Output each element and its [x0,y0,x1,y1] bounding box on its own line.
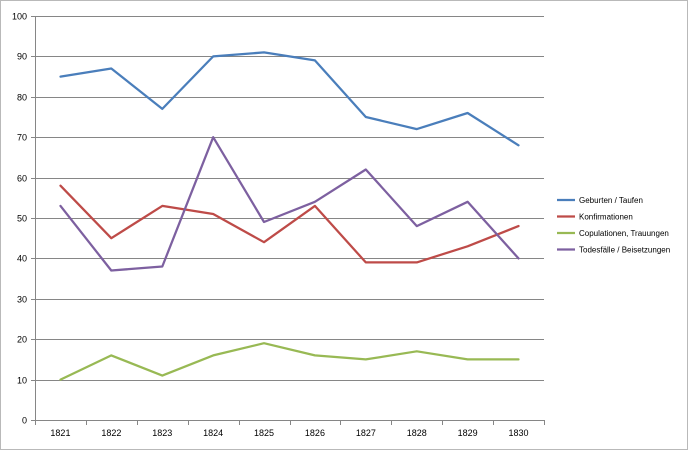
data-point [211,135,216,140]
data-point [262,50,267,55]
x-tick-label: 1822 [101,428,121,438]
data-point [211,54,216,59]
legend-label: Todesfälle / Beisetzungen [579,246,670,255]
data-point [160,106,165,111]
y-tick-label: 80 [17,93,27,103]
gridlines [35,16,544,381]
x-tick-label: 1829 [458,428,478,438]
data-point [160,203,165,208]
legend: Geburten / Taufen Konfirmationen Copulatio… [557,196,670,255]
y-tick-label: 0 [22,416,27,426]
data-point [262,341,267,346]
axes: 0 10 20 30 40 50 60 70 80 90 100 1821 1822 1823 1824 18… [12,12,545,438]
data-point [414,260,419,265]
data-point [58,183,63,188]
data-point [312,58,317,63]
data-point [465,199,470,204]
x-tick-label: 1828 [407,428,427,438]
y-tick-label: 30 [17,295,27,305]
data-point [363,357,368,362]
data-point [58,203,63,208]
data-point [465,357,470,362]
data-point [312,199,317,204]
data-point [262,240,267,245]
data-point [58,74,63,79]
data-point [516,357,521,362]
data-point [211,353,216,358]
data-point [58,377,63,382]
data-point [109,236,114,241]
data-point [516,143,521,148]
x-tick-label: 1827 [356,428,376,438]
y-tick-label: 10 [17,376,27,386]
y-tick-label: 70 [17,133,27,143]
data-point [414,349,419,354]
data-point [312,353,317,358]
data-point [363,115,368,120]
x-tick-label: 1826 [305,428,325,438]
y-tick-label: 40 [17,254,27,264]
data-point [363,260,368,265]
data-point [363,167,368,172]
data-point [160,264,165,269]
legend-label: Copulationen, Trauungen [579,229,669,238]
data-point [109,268,114,273]
data-point [465,110,470,115]
x-tick-label: 1821 [50,428,70,438]
y-tick-label: 90 [17,52,27,62]
data-point [160,373,165,378]
y-tick-label: 60 [17,174,27,184]
data-point [262,220,267,225]
x-tick-label: 1830 [509,428,529,438]
series-line-2 [59,184,520,264]
x-tick-label: 1823 [152,428,172,438]
legend-label: Konfirmationen [579,213,633,222]
series-line-1 [59,51,520,147]
data-point [465,244,470,249]
y-tick-label: 100 [12,12,27,22]
x-tick-label: 1825 [254,428,274,438]
series-lines [58,50,521,382]
legend-label: Geburten / Taufen [579,196,643,205]
x-tick-label: 1824 [203,428,223,438]
data-point [414,224,419,229]
series-line-4 [59,136,520,272]
data-point [109,353,114,358]
data-point [211,211,216,216]
data-point [414,127,419,132]
data-point [109,66,114,71]
data-point [516,224,521,229]
y-tick-label: 50 [17,214,27,224]
data-point [516,256,521,261]
series-line-3 [59,342,520,381]
y-tick-label: 20 [17,335,27,345]
